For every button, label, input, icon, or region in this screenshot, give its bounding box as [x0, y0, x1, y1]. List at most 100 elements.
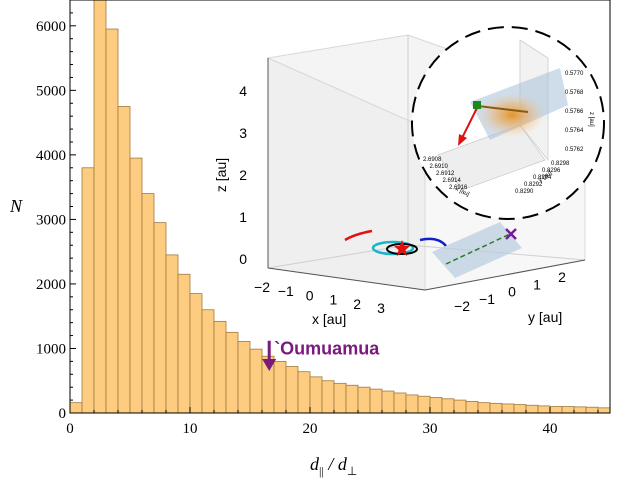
zoom-z-tick: 0.5766: [565, 109, 584, 115]
y-tick-label: 0: [59, 406, 67, 422]
x-axis-ticks: 0 10 20 30 40: [66, 407, 599, 437]
inset-x-tick: 0: [306, 287, 314, 303]
velocity-arrow-red: [461, 105, 479, 139]
zoom-x-tick: 2.6910: [430, 164, 449, 170]
inset-y-tick: 2: [558, 269, 566, 285]
zoom-z-label: z [au]: [588, 112, 594, 127]
histogram-bar-23: [345, 384, 359, 414]
inset-x-tick: 1: [330, 292, 338, 308]
zoom-y-tick: 0.8292: [524, 182, 543, 188]
orbit-blue: [419, 237, 447, 247]
zoom-x-label: x [au]: [454, 186, 470, 198]
inset-x-tick: 3: [377, 300, 385, 316]
zoom-x-tick: 2.6912: [436, 171, 455, 177]
histogram-bar-18: [285, 366, 299, 414]
oumuamua-label: `Oumuamua: [274, 339, 380, 359]
histogram-bar-36: [501, 403, 515, 414]
histogram-bar-33: [465, 400, 479, 414]
histogram-bar-34: [477, 402, 491, 414]
histogram-bar-1: [81, 167, 95, 414]
inset-y-tick: −1: [479, 291, 495, 307]
inset-z-label: z [au]: [213, 158, 229, 192]
y-tick-label: 2000: [36, 277, 66, 293]
inset-y-tick: 1: [533, 276, 541, 292]
histogram-bar-39: [537, 405, 551, 414]
histogram-bars: [69, 0, 611, 414]
sun-star: [394, 240, 410, 256]
zoom-circle-border: [411, 26, 605, 220]
inset-z-tick: 4: [239, 83, 247, 99]
histogram-bar-13: [225, 331, 239, 414]
histogram-bar-12: [213, 320, 227, 414]
histogram-bar-24: [357, 386, 371, 414]
histogram-bar-5: [129, 157, 143, 414]
inset-z-tick: 0: [239, 251, 247, 267]
oumuamua-annotation: `Oumuamua: [262, 339, 380, 372]
x-tick-label: 10: [183, 421, 198, 437]
inset-z-tick: 2: [239, 167, 247, 183]
histogram-bar-29: [417, 395, 431, 414]
inset-y-label: y [au]: [528, 309, 562, 325]
inset-x-ticks: −2 −1 0 1 2 3: [254, 279, 385, 316]
histogram-bar-35: [489, 402, 503, 414]
histogram-bar-27: [393, 392, 407, 414]
y-axis-ticks: 0 1000 2000 3000 4000 5000 6000: [36, 12, 76, 422]
zoom-y-tick: 0.8294: [533, 175, 552, 181]
inset-y-tick: −2: [454, 298, 470, 314]
zoom-z-tick: 0.5768: [565, 90, 584, 96]
x-tick-label: 40: [543, 421, 558, 437]
zoom-x-tick: 2.6908: [423, 157, 442, 163]
y-tick-label: 6000: [36, 19, 66, 35]
orbit-red: [344, 229, 373, 242]
histogram-bar-14: [237, 340, 251, 414]
histogram-bar-32: [453, 399, 467, 414]
histogram-bar-4: [117, 106, 131, 414]
histogram-bar-22: [333, 382, 347, 414]
histogram-bar-9: [177, 273, 191, 414]
histogram-bar-21: [321, 380, 335, 414]
histogram-bar-20: [309, 376, 323, 414]
histogram-bar-41: [561, 406, 575, 414]
zoom-z-tick: 0.5770: [565, 71, 584, 77]
histogram-bar-31: [441, 398, 455, 414]
y-tick-label: 5000: [36, 83, 66, 99]
histogram-bar-11: [201, 309, 215, 414]
histogram-bar-7: [153, 222, 167, 414]
velocity-arrow-brown: [477, 105, 529, 113]
trajectory-dashed: [445, 233, 511, 265]
zoom-y-tick: 0.8290: [515, 189, 534, 195]
x-tick-label: 30: [423, 421, 438, 437]
y-tick-label: 3000: [36, 212, 66, 228]
histogram-bar-2: [93, 0, 107, 414]
histogram-bar-42: [573, 406, 587, 414]
histogram-bar-44: [597, 407, 611, 414]
y-tick-label: 4000: [36, 148, 66, 164]
histogram-bar-28: [405, 394, 419, 414]
inset-z-tick: 1: [239, 209, 247, 225]
x-tick-label: 0: [66, 421, 74, 437]
histogram-bar-30: [429, 397, 443, 414]
zoom-z-ticks: 0.5770 0.5768 0.5766 0.5764 0.5762: [565, 71, 584, 153]
inset-y-tick: 0: [508, 284, 516, 300]
zoom-y-tick: 0.8298: [551, 161, 570, 167]
histogram-bar-15: [249, 348, 263, 414]
histogram-bar-8: [165, 254, 179, 414]
histogram-bar-43: [585, 406, 599, 414]
zoom-x-tick: 2.6916: [449, 185, 468, 191]
histogram-bar-3: [105, 28, 119, 414]
histogram-bar-17: [273, 360, 287, 414]
inset-x-label: x [au]: [312, 311, 346, 327]
position-cross-icon: [505, 228, 517, 240]
histogram-bar-26: [381, 390, 395, 414]
histogram-bar-25: [369, 388, 383, 414]
oumuamua-arrow-head: [262, 359, 277, 372]
y-axis-label: N: [9, 196, 23, 216]
y-tick-label: 1000: [36, 341, 66, 357]
histogram-bar-37: [513, 404, 527, 414]
inset-x-tick: 2: [353, 296, 361, 312]
green-marker: [473, 101, 481, 109]
